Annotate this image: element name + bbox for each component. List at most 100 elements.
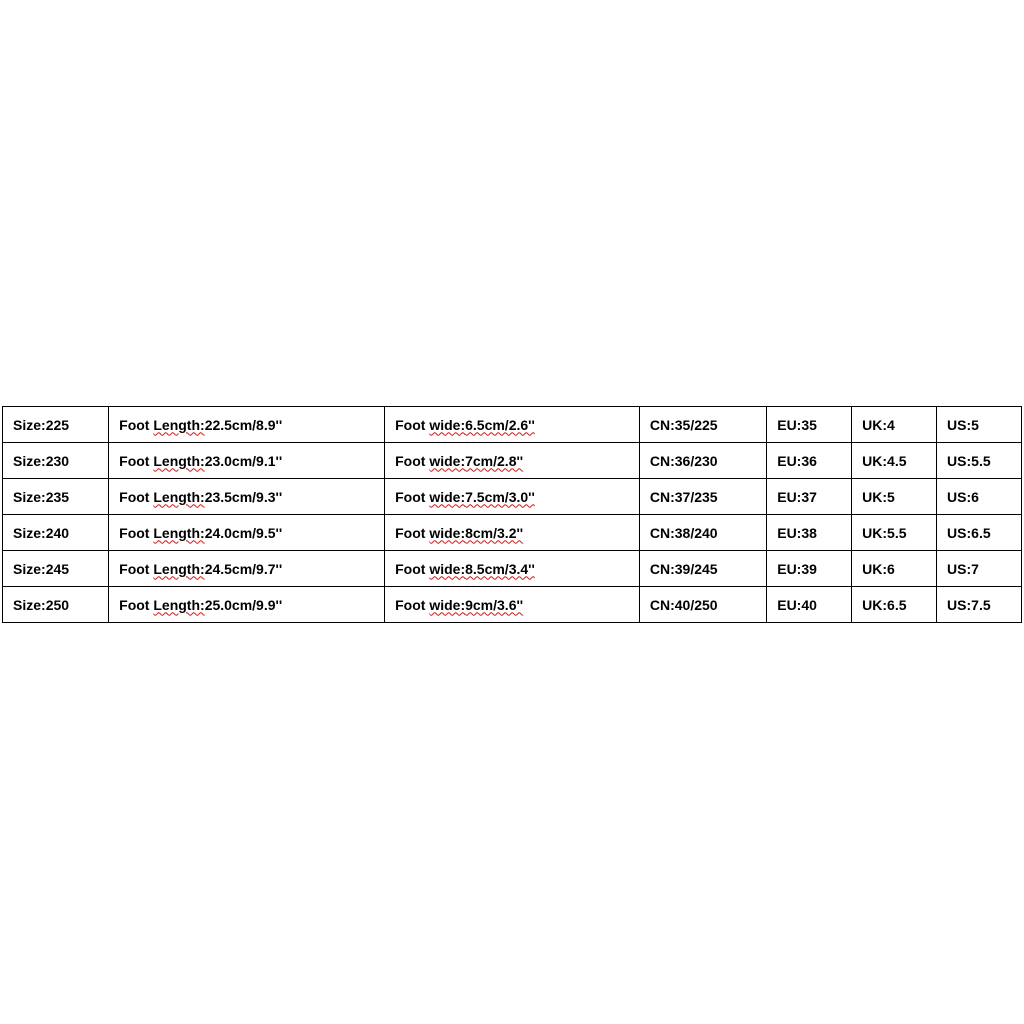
cell-us: US:5 [937,407,1022,443]
cell-foot-wide: Foot wide:7.5cm/3.0'' [385,479,640,515]
cell-foot-wide: Foot wide:8cm/3.2'' [385,515,640,551]
label-eu: EU: [777,597,801,613]
label-foot-wide-prefix: Foot [395,525,429,541]
label-cn: CN: [650,489,675,505]
cell-foot-length: Foot Length:24.0cm/9.5'' [109,515,385,551]
cell-foot-length: Foot Length:22.5cm/8.9'' [109,407,385,443]
label-foot-prefix: Foot [119,417,153,433]
value-us: 5 [971,417,979,433]
value-uk: 5 [887,489,895,505]
cell-size: Size:235 [3,479,109,515]
table-row: Size:250Foot Length:25.0cm/9.9''Foot wid… [3,587,1022,623]
cell-uk: UK:5 [852,479,937,515]
cell-eu: EU:36 [767,443,852,479]
cell-uk: UK:4 [852,407,937,443]
cell-eu: EU:35 [767,407,852,443]
cell-cn: CN:38/240 [639,515,766,551]
value-foot-wide: 8.5cm/3.4'' [465,561,535,577]
cell-us: US:7.5 [937,587,1022,623]
label-foot-length-word: Length: [153,561,204,577]
value-us: 5.5 [971,453,990,469]
label-foot-wide-word: wide: [429,417,465,433]
cell-us: US:7 [937,551,1022,587]
value-size: 250 [46,597,69,613]
cell-foot-wide: Foot wide:7cm/2.8'' [385,443,640,479]
label-size: Size: [13,489,46,505]
label-eu: EU: [777,525,801,541]
cell-us: US:6 [937,479,1022,515]
label-cn: CN: [650,561,675,577]
value-cn: 39/245 [675,561,718,577]
value-size: 225 [46,417,69,433]
label-us: US: [947,561,971,577]
cell-eu: EU:38 [767,515,852,551]
value-cn: 40/250 [675,597,718,613]
label-foot-prefix: Foot [119,453,153,469]
label-uk: UK: [862,525,887,541]
label-eu: EU: [777,453,801,469]
label-eu: EU: [777,561,801,577]
label-uk: UK: [862,417,887,433]
value-foot-wide: 7.5cm/3.0'' [465,489,535,505]
cell-foot-wide: Foot wide:6.5cm/2.6'' [385,407,640,443]
cell-uk: UK:6.5 [852,587,937,623]
label-size: Size: [13,417,46,433]
value-foot-length: 23.0cm/9.1'' [205,453,283,469]
label-uk: UK: [862,597,887,613]
cell-cn: CN:37/235 [639,479,766,515]
cell-foot-length: Foot Length:23.0cm/9.1'' [109,443,385,479]
label-foot-length-word: Length: [153,489,204,505]
cell-foot-wide: Foot wide:8.5cm/3.4'' [385,551,640,587]
table-row: Size:240Foot Length:24.0cm/9.5''Foot wid… [3,515,1022,551]
cell-size: Size:245 [3,551,109,587]
cell-cn: CN:39/245 [639,551,766,587]
table-row: Size:230Foot Length:23.0cm/9.1''Foot wid… [3,443,1022,479]
cell-size: Size:225 [3,407,109,443]
value-uk: 6 [887,561,895,577]
value-eu: 36 [801,453,817,469]
label-foot-prefix: Foot [119,561,153,577]
label-foot-length-word: Length: [153,417,204,433]
cell-uk: UK:4.5 [852,443,937,479]
value-eu: 35 [801,417,817,433]
cell-cn: CN:36/230 [639,443,766,479]
label-eu: EU: [777,417,801,433]
cell-size: Size:240 [3,515,109,551]
value-eu: 37 [801,489,817,505]
label-cn: CN: [650,417,675,433]
value-uk: 4 [887,417,895,433]
label-cn: CN: [650,453,675,469]
label-foot-wide-word: wide: [429,561,465,577]
value-uk: 5.5 [887,525,906,541]
cell-size: Size:250 [3,587,109,623]
cell-cn: CN:40/250 [639,587,766,623]
label-foot-wide-word: wide: [429,597,465,613]
label-foot-prefix: Foot [119,489,153,505]
label-us: US: [947,597,971,613]
value-foot-wide: 7cm/2.8'' [465,453,523,469]
value-size: 240 [46,525,69,541]
label-foot-length-word: Length: [153,453,204,469]
value-foot-length: 24.5cm/9.7'' [205,561,283,577]
label-size: Size: [13,597,46,613]
label-cn: CN: [650,525,675,541]
label-cn: CN: [650,597,675,613]
label-foot-prefix: Foot [119,525,153,541]
label-size: Size: [13,561,46,577]
label-us: US: [947,417,971,433]
value-foot-wide: 8cm/3.2'' [465,525,523,541]
label-foot-prefix: Foot [119,597,153,613]
cell-eu: EU:40 [767,587,852,623]
value-eu: 38 [801,525,817,541]
label-foot-length-word: Length: [153,525,204,541]
cell-foot-wide: Foot wide:9cm/3.6'' [385,587,640,623]
label-foot-wide-prefix: Foot [395,453,429,469]
value-foot-length: 25.0cm/9.9'' [205,597,283,613]
value-uk: 6.5 [887,597,906,613]
page: Size:225Foot Length:22.5cm/8.9''Foot wid… [0,0,1024,1024]
value-size: 245 [46,561,69,577]
label-foot-wide-prefix: Foot [395,597,429,613]
value-us: 6.5 [971,525,990,541]
label-size: Size: [13,525,46,541]
cell-uk: UK:5.5 [852,515,937,551]
